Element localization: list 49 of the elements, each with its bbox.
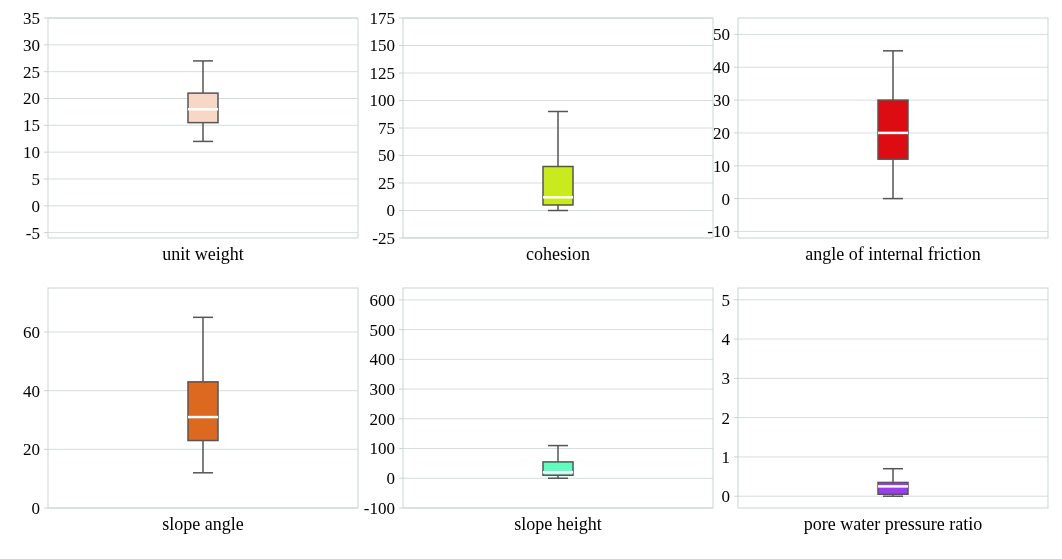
y-tick-label: 0 — [31, 196, 40, 216]
y-tick-label: 30 — [713, 91, 730, 111]
y-tick-label: 20 — [23, 440, 40, 460]
y-tick-label: 0 — [721, 189, 730, 209]
y-tick-label: -100 — [363, 498, 395, 518]
y-tick-label: 600 — [369, 290, 395, 310]
y-tick-label: 50 — [713, 25, 730, 45]
y-tick-label: -10 — [707, 222, 730, 242]
y-tick-label: 400 — [369, 350, 395, 370]
y-tick-label: 0 — [31, 498, 40, 518]
y-tick-label: 10 — [713, 156, 730, 176]
y-tick-label: 500 — [369, 320, 395, 340]
y-tick-label: 25 — [23, 62, 40, 82]
x-tick-label: slope angle — [162, 514, 244, 534]
y-tick-label: 0 — [386, 201, 395, 221]
y-tick-label: 60 — [23, 322, 40, 342]
y-tick-label: 5 — [31, 169, 40, 189]
y-tick-label: 100 — [369, 439, 395, 459]
y-tick-label: 4 — [721, 330, 731, 350]
y-tick-label: 20 — [713, 123, 730, 143]
y-tick-label: 200 — [369, 409, 395, 429]
y-tick-label: 150 — [369, 36, 395, 56]
y-tick-label: 0 — [386, 469, 395, 489]
y-tick-label: 3 — [721, 369, 730, 389]
y-tick-label: 15 — [23, 116, 40, 136]
y-tick-label: 25 — [378, 173, 395, 193]
x-tick-label: cohesion — [526, 244, 590, 264]
y-tick-label: 175 — [369, 8, 395, 28]
y-tick-label: 75 — [378, 118, 395, 138]
x-tick-label: slope height — [514, 514, 602, 534]
x-tick-label: pore water pressure ratio — [803, 514, 983, 534]
y-tick-label: 125 — [369, 63, 395, 83]
x-tick-label: angle of internal friction — [805, 244, 981, 264]
y-tick-label: 100 — [369, 91, 395, 111]
y-tick-label: 10 — [23, 143, 40, 163]
y-tick-label: 35 — [23, 8, 40, 28]
y-tick-label: 20 — [23, 89, 40, 109]
y-tick-label: -25 — [372, 228, 395, 248]
y-tick-label: 0 — [721, 487, 730, 507]
x-tick-label: unit weight — [162, 244, 244, 264]
y-tick-label: 30 — [23, 35, 40, 55]
y-tick-label: -5 — [25, 223, 40, 243]
y-tick-label: 40 — [713, 58, 730, 78]
y-tick-label: 40 — [23, 381, 40, 401]
y-tick-label: 5 — [721, 290, 730, 310]
y-tick-label: 2 — [721, 408, 730, 428]
y-tick-label: 50 — [378, 146, 395, 166]
y-tick-label: 300 — [369, 380, 395, 400]
y-tick-label: 1 — [721, 447, 730, 467]
